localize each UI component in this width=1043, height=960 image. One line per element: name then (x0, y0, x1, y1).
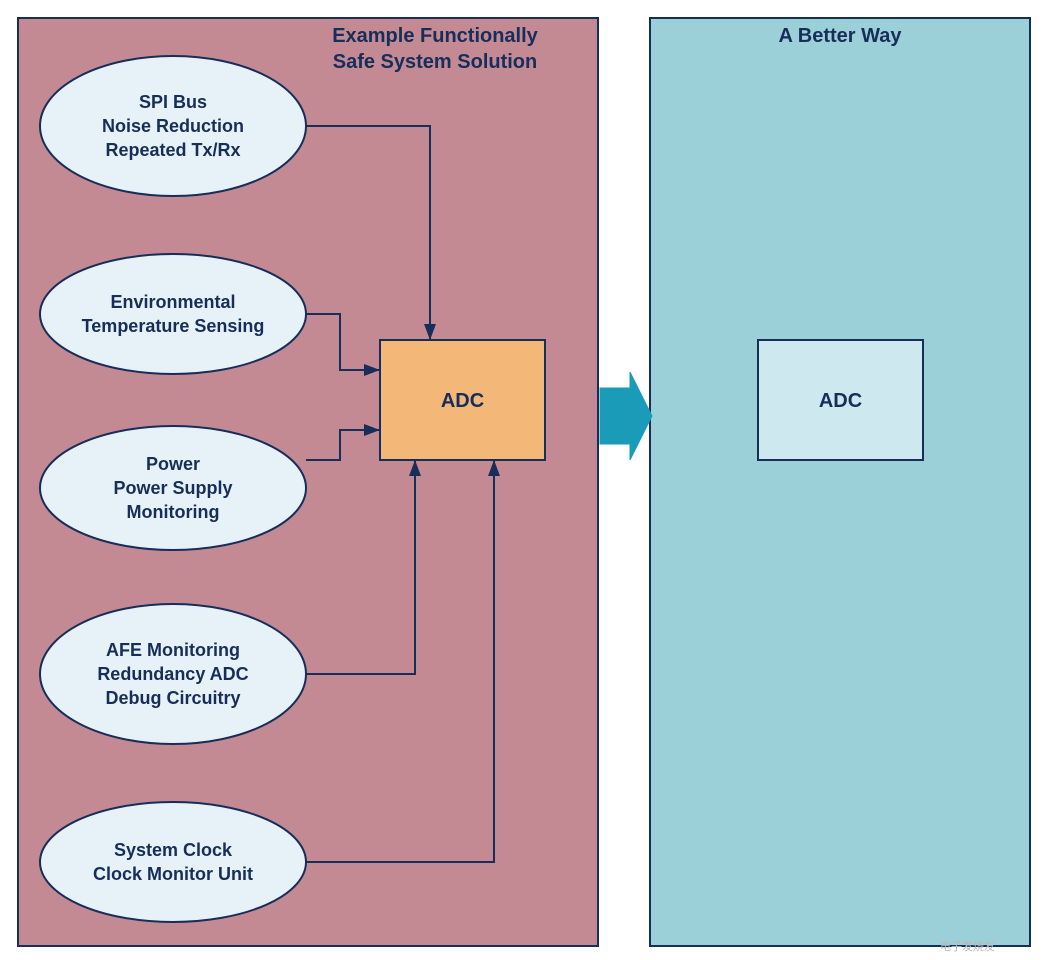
adc-left-label: ADC (441, 390, 484, 412)
big-arrow-icon (600, 372, 652, 460)
ellipse-node (40, 802, 306, 922)
diagram-svg: Example FunctionallySafe System Solution… (0, 0, 1043, 960)
right-panel (650, 18, 1030, 946)
watermark-text: 电子发烧友 (940, 939, 995, 953)
adc-right-label: ADC (819, 390, 862, 412)
right-panel-title: A Better Way (779, 25, 903, 47)
ellipse-node (40, 254, 306, 374)
ellipse-label: AFE MonitoringRedundancy ADCDebug Circui… (97, 640, 248, 708)
